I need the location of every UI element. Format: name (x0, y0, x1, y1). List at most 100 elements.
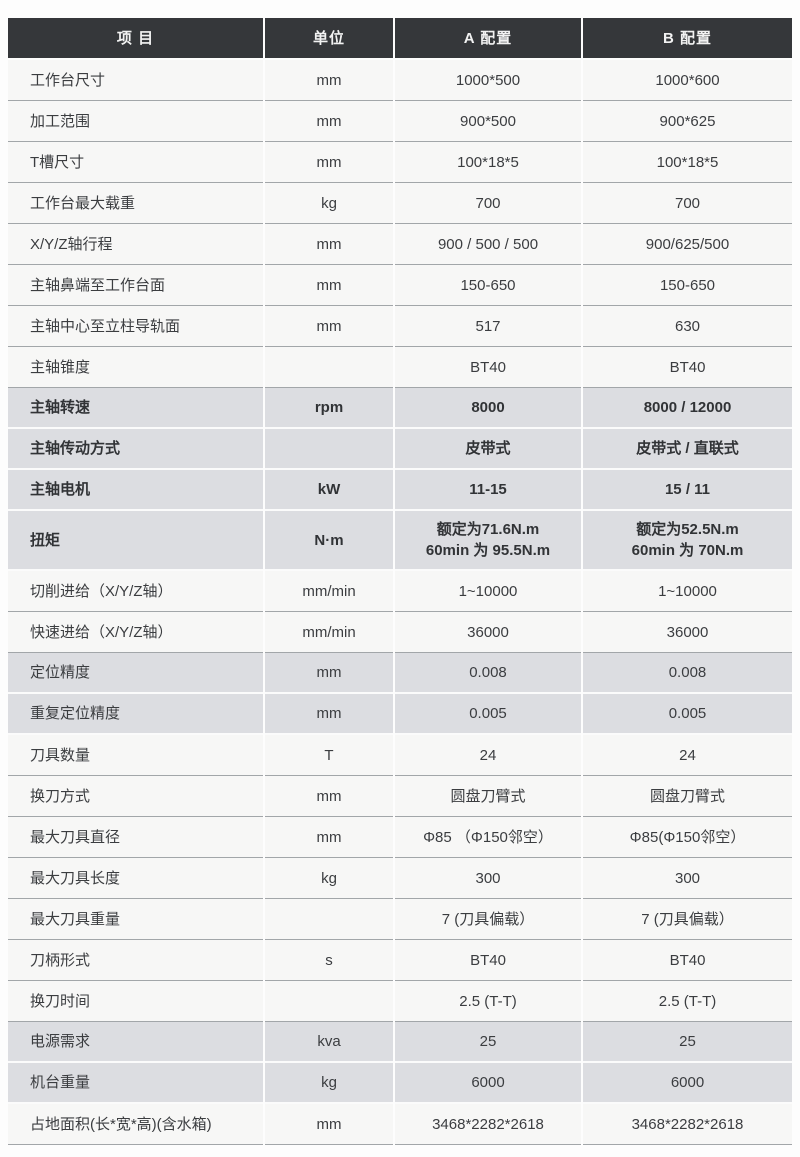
table-row: 刀具数量 T 24 24 (8, 735, 792, 776)
config-a-cell: 517 (395, 306, 581, 347)
table-header-row: 项 目 单位 A 配置 B 配置 (8, 18, 792, 58)
unit-cell: kg (265, 1063, 393, 1104)
config-a-cell: 1000*500 (395, 60, 581, 101)
config-a-cell: 100*18*5 (395, 142, 581, 183)
config-b-cell: BT40 (583, 347, 792, 388)
item-cell: X/Y/Z轴行程 (8, 224, 263, 265)
unit-cell (265, 429, 393, 470)
unit-cell: kW (265, 470, 393, 511)
table-row: 扭矩 N·m 额定为71.6N.m 60min 为 95.5N.m 额定为52.… (8, 511, 792, 571)
config-b-cell: 24 (583, 735, 792, 776)
table-row: 重复定位精度 mm 0.005 0.005 (8, 694, 792, 735)
table-row: 主轴转速 rpm 8000 8000 / 12000 (8, 388, 792, 429)
item-cell: 刀柄形式 (8, 940, 263, 981)
item-cell: 最大刀具重量 (8, 899, 263, 940)
config-a-cell: 25 (395, 1022, 581, 1063)
config-b-cell: 300 (583, 858, 792, 899)
table-row: 工作台最大载重 kg 700 700 (8, 183, 792, 224)
config-a-cell: BT40 (395, 347, 581, 388)
config-a-cell: 额定为71.6N.m 60min 为 95.5N.m (395, 511, 581, 571)
item-cell: T槽尺寸 (8, 142, 263, 183)
table-row: 最大刀具长度 kg 300 300 (8, 858, 792, 899)
config-a-cell: 900 / 500 / 500 (395, 224, 581, 265)
config-a-cell: Φ85 （Φ150邻空） (395, 817, 581, 858)
table-row: 主轴锥度 BT40 BT40 (8, 347, 792, 388)
unit-cell: s (265, 940, 393, 981)
header-cell-item: 项 目 (8, 18, 263, 58)
config-b-cell: 1000*600 (583, 60, 792, 101)
unit-cell: kg (265, 858, 393, 899)
config-b-cell: 6000 (583, 1063, 792, 1104)
config-a-cell: 24 (395, 735, 581, 776)
item-cell: 占地面积(长*宽*高)(含水箱) (8, 1104, 263, 1145)
config-b-cell: 100*18*5 (583, 142, 792, 183)
item-cell: 最大刀具直径 (8, 817, 263, 858)
config-b-cell: 36000 (583, 612, 792, 653)
table-row: 加工范围 mm 900*500 900*625 (8, 101, 792, 142)
item-cell: 换刀方式 (8, 776, 263, 817)
config-b-cell: 150-650 (583, 265, 792, 306)
config-b-cell: 8000 / 12000 (583, 388, 792, 429)
header-cell-config-a: A 配置 (395, 18, 581, 58)
config-b-cell: 2.5 (T-T) (583, 981, 792, 1022)
config-a-cell: 8000 (395, 388, 581, 429)
config-b-cell: 7 (刀具偏载） (583, 899, 792, 940)
item-cell: 主轴锥度 (8, 347, 263, 388)
table-row: 切削进给（X/Y/Z轴） mm/min 1~10000 1~10000 (8, 571, 792, 612)
unit-cell: mm (265, 224, 393, 265)
config-a-cell: 11-15 (395, 470, 581, 511)
item-cell: 工作台尺寸 (8, 60, 263, 101)
item-cell: 主轴转速 (8, 388, 263, 429)
config-b-cell: BT40 (583, 940, 792, 981)
table-row: 占地面积(长*宽*高)(含水箱) mm 3468*2282*2618 3468*… (8, 1104, 792, 1145)
item-cell: 主轴传动方式 (8, 429, 263, 470)
table-row: 机台重量 kg 6000 6000 (8, 1063, 792, 1104)
item-cell: 刀具数量 (8, 735, 263, 776)
unit-cell: mm (265, 101, 393, 142)
unit-cell: kg (265, 183, 393, 224)
config-a-cell: 300 (395, 858, 581, 899)
config-b-cell: 3468*2282*2618 (583, 1104, 792, 1145)
table-row: 快速进给（X/Y/Z轴） mm/min 36000 36000 (8, 612, 792, 653)
config-a-cell: 900*500 (395, 101, 581, 142)
unit-cell: mm (265, 265, 393, 306)
table-row: 主轴传动方式 皮带式 皮带式 / 直联式 (8, 429, 792, 470)
item-cell: 最大刀具长度 (8, 858, 263, 899)
unit-cell (265, 981, 393, 1022)
unit-cell: mm (265, 60, 393, 101)
config-a-cell: 150-650 (395, 265, 581, 306)
item-cell: 工作台最大载重 (8, 183, 263, 224)
unit-cell: mm (265, 142, 393, 183)
unit-cell: kva (265, 1022, 393, 1063)
config-a-cell: 3468*2282*2618 (395, 1104, 581, 1145)
config-a-cell: 6000 (395, 1063, 581, 1104)
item-cell: 定位精度 (8, 653, 263, 694)
unit-cell: mm (265, 776, 393, 817)
unit-cell: mm (265, 653, 393, 694)
item-cell: 快速进给（X/Y/Z轴） (8, 612, 263, 653)
config-a-cell: 700 (395, 183, 581, 224)
item-cell: 主轴中心至立柱导轨面 (8, 306, 263, 347)
spec-table: 项 目 单位 A 配置 B 配置 工作台尺寸 mm 1000*500 1000*… (8, 18, 792, 1145)
table-row: 最大刀具重量 7 (刀具偏载） 7 (刀具偏载） (8, 899, 792, 940)
config-b-cell: 900/625/500 (583, 224, 792, 265)
config-b-cell: 25 (583, 1022, 792, 1063)
table-row: 换刀时间 2.5 (T-T) 2.5 (T-T) (8, 981, 792, 1022)
config-a-cell: 7 (刀具偏载） (395, 899, 581, 940)
table-row: 电源需求 kva 25 25 (8, 1022, 792, 1063)
table-body: 工作台尺寸 mm 1000*500 1000*600 加工范围 mm 900*5… (8, 60, 792, 1145)
config-a-cell: 皮带式 (395, 429, 581, 470)
unit-cell: mm (265, 694, 393, 735)
item-cell: 加工范围 (8, 101, 263, 142)
config-a-cell: 2.5 (T-T) (395, 981, 581, 1022)
config-b-cell: 皮带式 / 直联式 (583, 429, 792, 470)
table-row: 刀柄形式 s BT40 BT40 (8, 940, 792, 981)
item-cell: 主轴电机 (8, 470, 263, 511)
table-row: T槽尺寸 mm 100*18*5 100*18*5 (8, 142, 792, 183)
config-a-cell: 1~10000 (395, 571, 581, 612)
config-a-cell: 圆盘刀臂式 (395, 776, 581, 817)
unit-cell: mm (265, 817, 393, 858)
table-row: 工作台尺寸 mm 1000*500 1000*600 (8, 60, 792, 101)
unit-cell: mm (265, 1104, 393, 1145)
config-a-cell: 36000 (395, 612, 581, 653)
